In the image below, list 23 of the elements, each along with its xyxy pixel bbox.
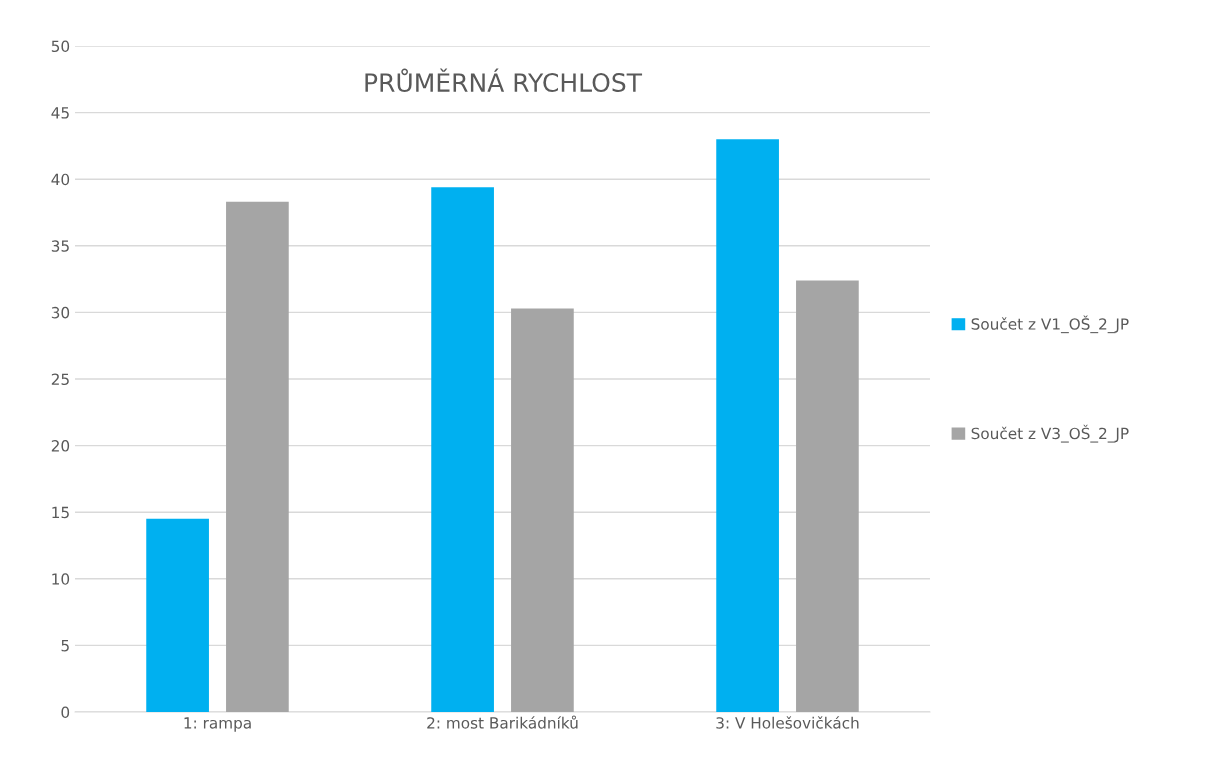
x-tick-label: 3: V Holešovičkách <box>716 716 859 729</box>
bar <box>716 139 779 712</box>
x-tick-label: 2: most Barikádníků <box>427 715 578 729</box>
y-tick-label: 30 <box>51 306 70 319</box>
y-tick-label: 15 <box>52 506 69 519</box>
y-tick-label: 40 <box>51 173 70 186</box>
x-tick-label: 1: rampa <box>184 717 251 732</box>
y-tick-label: 5 <box>61 640 69 652</box>
legend-label: Součet z V1_OŠ_2_JP <box>971 315 1129 334</box>
y-tick-label: 10 <box>52 573 70 585</box>
legend-label: Součet z V3_OŠ_2_JP <box>971 424 1129 443</box>
bar <box>796 280 859 712</box>
y-tick-label: 35 <box>51 240 69 252</box>
y-tick-label: 25 <box>51 373 69 386</box>
bar <box>146 518 209 712</box>
y-tick-label: 0 <box>61 706 70 719</box>
bar <box>431 187 494 712</box>
y-tick-label: 20 <box>51 440 70 452</box>
bar <box>226 201 289 712</box>
y-tick-label: 45 <box>51 107 69 119</box>
bar <box>511 308 574 712</box>
y-tick-label: 50 <box>51 40 70 53</box>
text: PRŮMĚRNÁ RYCHLOST <box>365 68 643 92</box>
